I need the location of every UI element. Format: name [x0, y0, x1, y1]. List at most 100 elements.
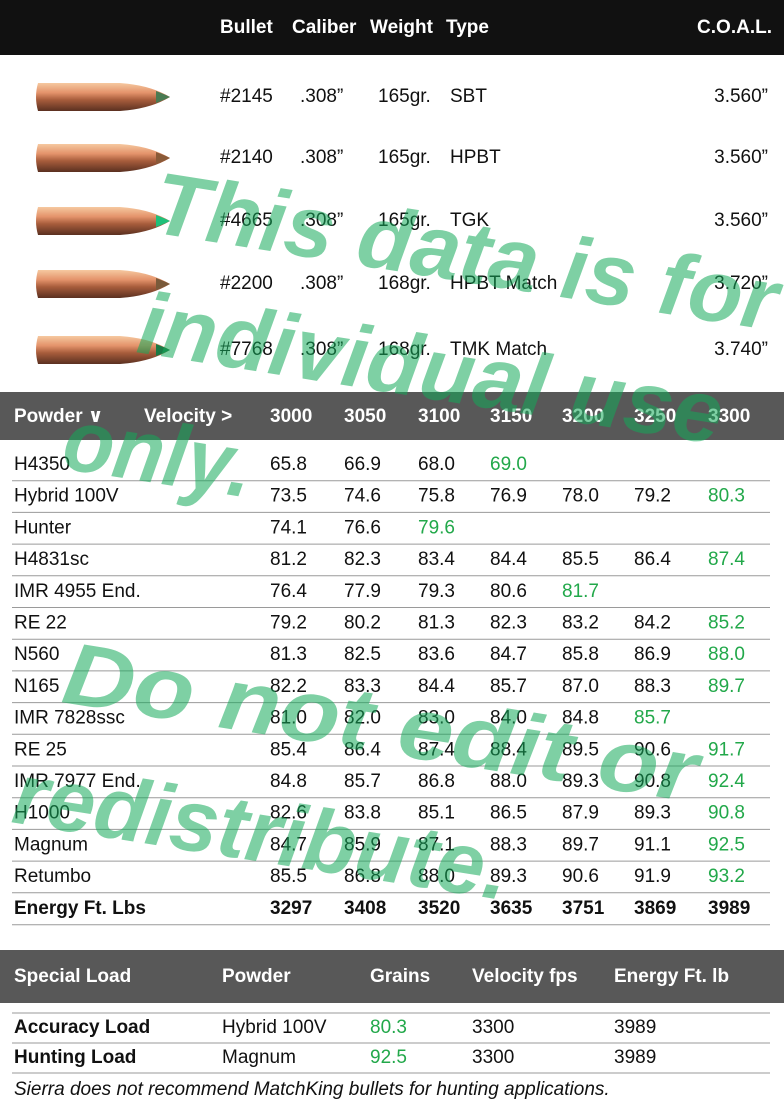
bullet-image [36, 83, 170, 111]
bullet-number: #2145 [220, 86, 273, 107]
load-value: 79.2 [270, 613, 307, 634]
special-cell: Hybrid 100V [222, 1017, 327, 1038]
bullet-type: SBT [450, 86, 487, 107]
load-value: 68.0 [418, 454, 455, 475]
load-value: 92.5 [708, 834, 745, 855]
special-cell: Magnum [222, 1047, 296, 1068]
load-value: 65.8 [270, 454, 307, 475]
powder-name: H4831sc [14, 549, 89, 570]
load-value: 85.2 [708, 613, 745, 634]
load-value: 82.5 [344, 644, 381, 665]
load-value: 88.3 [634, 676, 671, 697]
load-value: 80.2 [344, 613, 381, 634]
load-value: 89.7 [708, 676, 745, 697]
load-value: 91.7 [708, 739, 745, 760]
velocity-header: 3000 [270, 406, 312, 427]
powder-name: N560 [14, 644, 59, 665]
bullet-weight: 165gr. [378, 147, 431, 168]
load-value: 77.9 [344, 581, 381, 602]
load-value: 86.9 [634, 644, 671, 665]
load-value: 90.8 [708, 803, 745, 824]
special-cell: 3300 [472, 1017, 514, 1038]
load-value: 76.9 [490, 486, 527, 507]
energy-label: Energy Ft. Lbs [14, 898, 146, 919]
load-value: 73.5 [270, 486, 307, 507]
bullet-caliber: .308” [300, 86, 343, 107]
powder-name: Retumbo [14, 866, 91, 887]
load-value: 85.7 [344, 771, 381, 792]
bullet-weight: 165gr. [378, 86, 431, 107]
load-value: 83.2 [562, 613, 599, 634]
bullet-coal: 3.560” [714, 147, 768, 168]
load-value: 83.4 [418, 549, 455, 570]
load-value: 85.8 [562, 644, 599, 665]
header-label: Bullet [220, 17, 273, 38]
bullet-tip [156, 91, 170, 103]
load-value: 93.2 [708, 866, 745, 887]
energy-value: 3751 [562, 898, 605, 919]
load-value: 81.7 [562, 581, 599, 602]
load-value: 84.4 [490, 549, 527, 570]
load-value: 82.3 [490, 613, 527, 634]
page: Bullet Caliber Weight Type C.O.A.L. #2145 .308… [0, 0, 784, 1114]
load-value: 69.0 [490, 454, 527, 475]
load-value: 75.8 [418, 486, 455, 507]
energy-value: 3989 [708, 898, 750, 919]
load-value: 81.3 [418, 613, 455, 634]
load-value: 89.7 [562, 834, 599, 855]
load-value: 87.0 [562, 676, 599, 697]
special-cell: 80.3 [370, 1017, 407, 1038]
load-value: 85.5 [562, 549, 599, 570]
special-header: Powder [222, 966, 291, 987]
energy-value: 3869 [634, 898, 676, 919]
load-value: 74.1 [270, 517, 307, 538]
load-value: 80.6 [490, 581, 527, 602]
special-cell: 3989 [614, 1047, 656, 1068]
powder-name: RE 22 [14, 613, 67, 634]
special-cell: Hunting Load [14, 1047, 136, 1068]
special-header: Special Load [14, 966, 131, 987]
bullet-type: HPBT [450, 147, 501, 168]
bullet-caliber: .308” [300, 147, 343, 168]
load-value: 84.7 [490, 644, 527, 665]
load-value: 78.0 [562, 486, 599, 507]
load-value: 84.2 [634, 613, 671, 634]
bullet-coal: 3.560” [714, 210, 768, 231]
load-value: 86.4 [634, 549, 671, 570]
load-value: 81.2 [270, 549, 307, 570]
header-label: Weight [370, 17, 434, 38]
load-value: 83.6 [418, 644, 455, 665]
load-value: 79.3 [418, 581, 455, 602]
special-header: Grains [370, 966, 430, 987]
load-value: 76.4 [270, 581, 307, 602]
powder-name: Hunter [14, 517, 72, 538]
special-cell: Accuracy Load [14, 1017, 150, 1038]
load-value: 87.9 [562, 803, 599, 824]
load-value: 82.3 [344, 549, 381, 570]
special-cell: 3989 [614, 1017, 656, 1038]
load-value: 92.4 [708, 771, 745, 792]
load-value: 91.1 [634, 834, 671, 855]
header-label: Caliber [292, 17, 357, 38]
special-cell: 92.5 [370, 1047, 407, 1068]
load-value: 76.6 [344, 517, 381, 538]
load-value: 87.4 [708, 549, 745, 570]
load-value: 90.6 [562, 866, 599, 887]
energy-value: 3297 [270, 898, 312, 919]
header-label: Type [446, 17, 489, 38]
header-label: C.O.A.L. [697, 17, 772, 38]
load-value: 88.0 [708, 644, 745, 665]
bullet-coal: 3.560” [714, 86, 768, 107]
special-header: Velocity fps [472, 966, 578, 987]
load-value: 79.6 [418, 517, 455, 538]
footnote: Sierra does not recommend MatchKing bull… [14, 1079, 610, 1100]
powder-name: N165 [14, 676, 59, 697]
special-cell: 3300 [472, 1047, 514, 1068]
load-value: 91.9 [634, 866, 671, 887]
load-value: 74.6 [344, 486, 381, 507]
load-value: 66.9 [344, 454, 381, 475]
load-value: 80.3 [708, 486, 745, 507]
special-header: Energy Ft. lb [614, 966, 729, 987]
bullet-image [36, 144, 170, 172]
energy-value: 3408 [344, 898, 386, 919]
